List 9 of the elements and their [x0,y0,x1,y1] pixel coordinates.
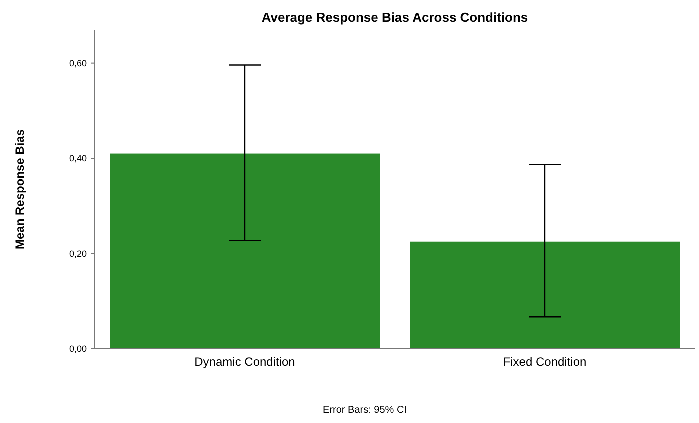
y-tick-label: 0,00 [69,344,87,354]
chart-title: Average Response Bias Across Conditions [262,10,528,25]
y-tick-label: 0,20 [69,248,87,259]
text: Error Bars: 95% CI [323,405,407,416]
y-axis-title: Mean Response Bias [13,129,27,250]
x-tick-label: Fixed Condition [503,355,587,369]
y-tick-label: 0,60 [69,58,87,68]
x-tick-label: Dynamic Condition [194,355,296,369]
y-tick-label: 0,40 [69,154,87,164]
